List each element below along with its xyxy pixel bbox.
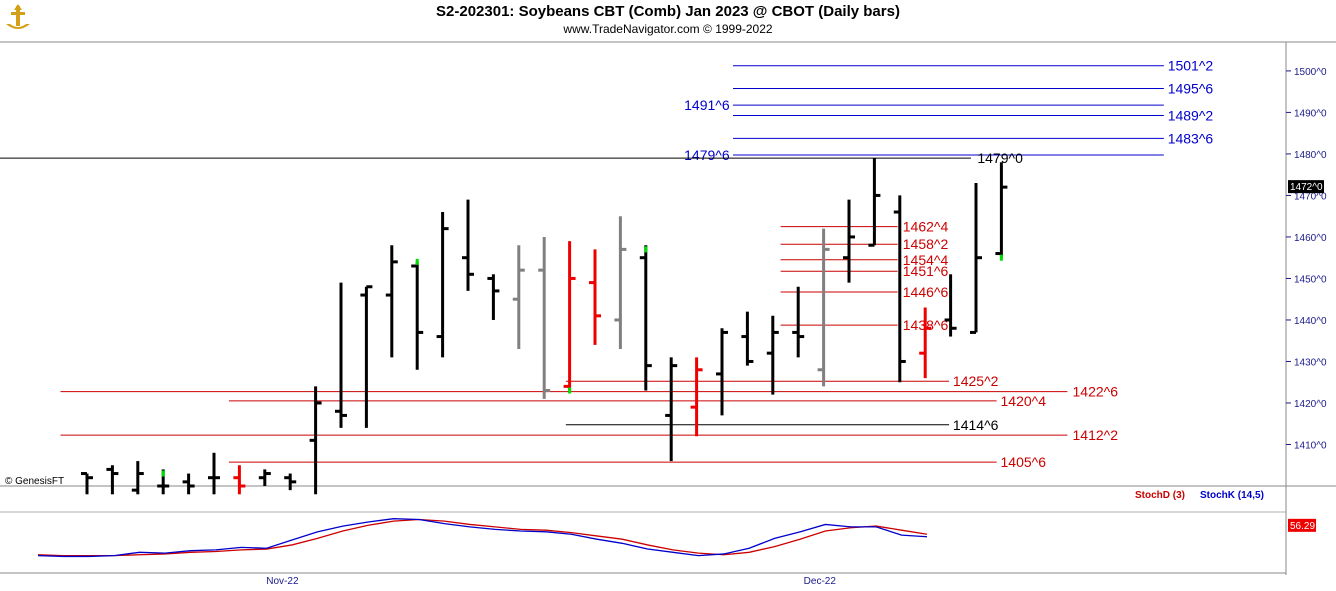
level-label: 1454^4 xyxy=(903,252,949,268)
price-bar xyxy=(919,307,932,379)
price-bar xyxy=(462,199,474,291)
chart-title: S2-202301: Soybeans CBT (Comb) Jan 2023 … xyxy=(436,3,900,20)
price-bar xyxy=(614,216,627,350)
price-bar xyxy=(436,212,449,358)
price-bar xyxy=(944,274,957,337)
price-tick-label: 1500^0 xyxy=(1294,67,1327,78)
price-bar xyxy=(995,162,1008,261)
price-bar xyxy=(690,357,703,437)
copyright-text: © GenesisFT xyxy=(5,476,64,487)
price-bar xyxy=(589,249,601,345)
price-tick-label: 1480^0 xyxy=(1294,150,1327,161)
price-bar xyxy=(512,245,525,350)
level-label: 1405^6 xyxy=(1001,454,1047,470)
chart-subtitle: www.TradeNavigator.com © 1999-2022 xyxy=(563,22,773,36)
level-label: 1425^2 xyxy=(953,373,999,389)
price-bar xyxy=(309,386,322,495)
price-bar xyxy=(843,199,855,283)
price-bar xyxy=(970,182,982,334)
price-bar xyxy=(868,158,881,247)
level-label: 1501^2 xyxy=(1168,58,1214,74)
stoch-value-label: 56.29 xyxy=(1290,521,1315,532)
price-bar xyxy=(639,245,652,391)
level-label: 1414^6 xyxy=(953,417,999,433)
price-bar xyxy=(766,315,779,395)
price-tick-label: 1440^0 xyxy=(1294,316,1327,327)
stochastic-panel: 56.29 xyxy=(37,518,1316,558)
price-tick-label: 1460^0 xyxy=(1294,233,1327,244)
horizontal-levels: 1501^2 1495^6 1491^6 1489^2 1483^6 1479^6 1479… xyxy=(0,58,1213,470)
price-tick-label: 1430^0 xyxy=(1294,357,1327,368)
price-bar xyxy=(792,286,805,358)
level-label: 1483^6 xyxy=(1168,130,1214,146)
level-label: 1479^6 xyxy=(684,147,730,163)
last-price-badge xyxy=(1288,180,1324,194)
level-label: 1479^0 xyxy=(977,150,1023,166)
level-label: 1462^4 xyxy=(903,219,949,235)
price-axis: 1410^0 1420^0 1430^0 1440^0 1450^0 1460^0 1470… xyxy=(1286,67,1327,451)
level-label: 1446^6 xyxy=(903,284,949,300)
stoch-d-line xyxy=(37,518,928,557)
price-bar xyxy=(716,328,728,416)
level-label: 1412^2 xyxy=(1073,427,1119,443)
stoch-k-legend: StochK (14,5) xyxy=(1200,490,1264,501)
price-bar xyxy=(817,228,830,387)
price-bar xyxy=(131,461,144,495)
price-bar xyxy=(665,357,678,462)
price-bar xyxy=(360,285,373,428)
date-tick-label: Dec-22 xyxy=(804,576,837,587)
price-tick-label: 1450^0 xyxy=(1294,274,1327,285)
price-bar xyxy=(106,465,119,495)
price-bars xyxy=(81,158,1008,495)
price-tick-label: 1410^0 xyxy=(1294,440,1327,451)
level-label: 1458^2 xyxy=(903,236,949,252)
level-label: 1451^6 xyxy=(903,263,949,279)
price-bar xyxy=(741,311,754,366)
price-tick-label: 1470^0 xyxy=(1294,191,1327,202)
price-bar xyxy=(182,473,195,495)
price-bar xyxy=(563,241,576,394)
price-bar xyxy=(487,274,500,320)
date-tick-label: Nov-22 xyxy=(266,576,299,587)
price-bar xyxy=(233,465,246,495)
stoch-k-line xyxy=(37,518,928,558)
price-tick-label: 1490^0 xyxy=(1294,108,1327,119)
price-bar xyxy=(81,472,93,495)
level-label: 1489^2 xyxy=(1168,108,1214,124)
price-tick-label: 1420^0 xyxy=(1294,399,1327,410)
level-label: 1491^6 xyxy=(684,97,730,113)
price-bar xyxy=(411,258,424,370)
price-bar xyxy=(284,473,297,491)
price-bar xyxy=(157,469,170,495)
trade-navigator-logo-icon xyxy=(6,4,30,29)
price-bar xyxy=(208,452,220,495)
level-label: 1422^6 xyxy=(1073,384,1119,400)
price-bar xyxy=(538,236,551,399)
price-bar xyxy=(385,245,398,358)
level-label: 1420^4 xyxy=(1001,393,1047,409)
stoch-value-badge xyxy=(1288,518,1316,532)
price-bar xyxy=(258,469,271,486)
price-bar xyxy=(335,282,347,428)
stoch-d-legend: StochD (3) xyxy=(1135,490,1185,501)
price-bar xyxy=(893,195,906,383)
last-price-label: 1472^0 xyxy=(1290,182,1323,193)
date-axis: Nov-22 Dec-22 xyxy=(266,576,836,587)
level-label: 1495^6 xyxy=(1168,81,1214,97)
